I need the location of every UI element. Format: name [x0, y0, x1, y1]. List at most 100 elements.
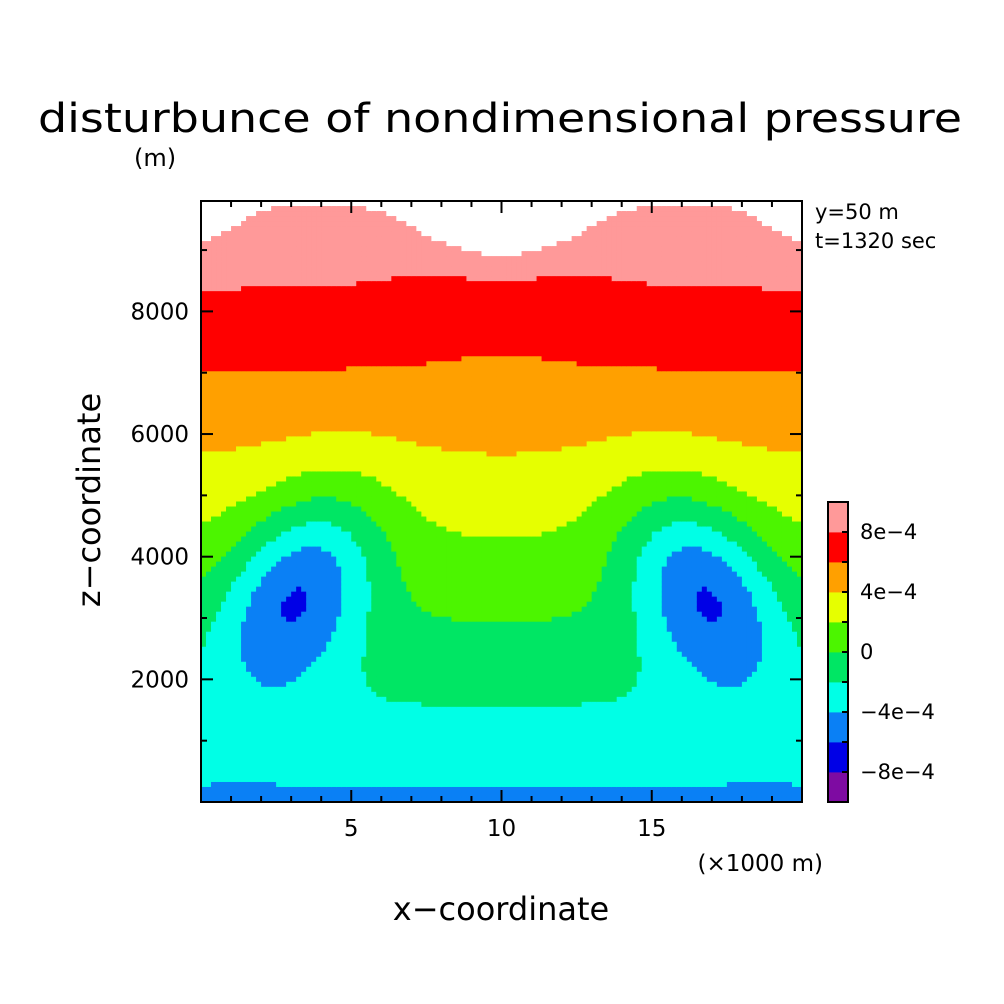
- contour-cell: [346, 641, 352, 648]
- contour-cell: [321, 376, 327, 382]
- contour-cell: [311, 701, 317, 708]
- contour-cell: [226, 786, 232, 793]
- contour-cell: [311, 406, 317, 412]
- contour-cell: [341, 331, 347, 337]
- contour-cell: [221, 331, 227, 337]
- contour-cell: [251, 241, 257, 247]
- contour-cell: [311, 386, 317, 392]
- contour-cell: [236, 271, 242, 277]
- contour-cell: [221, 526, 227, 533]
- contour-cell: [361, 766, 367, 773]
- contour-cell: [296, 416, 302, 422]
- contour-cell: [226, 586, 232, 593]
- contour-cell: [206, 646, 212, 653]
- contour-cell: [266, 251, 272, 257]
- contour-cell: [391, 656, 397, 663]
- contour-cell: [366, 766, 372, 773]
- contour-cell: [351, 451, 357, 458]
- contour-cell: [381, 216, 387, 222]
- contour-cell: [286, 591, 292, 598]
- contour-cell: [396, 206, 402, 212]
- contour-cell: [266, 521, 272, 528]
- contour-cell: [391, 631, 397, 638]
- contour-cell: [231, 691, 237, 698]
- contour-cell: [326, 781, 332, 788]
- contour-cell: [271, 236, 277, 242]
- contour-cell: [216, 266, 222, 272]
- contour-cell: [211, 486, 217, 493]
- contour-cell: [261, 776, 267, 783]
- contour-cell: [341, 326, 347, 332]
- contour-cell: [336, 306, 342, 312]
- contour-cell: [336, 441, 342, 448]
- contour-cell: [341, 746, 347, 753]
- contour-cell: [241, 266, 247, 272]
- contour-cell: [256, 286, 262, 292]
- contour-cell: [276, 716, 282, 723]
- contour-cell: [371, 221, 377, 227]
- contour-cell: [231, 461, 237, 468]
- contour-cell: [231, 716, 237, 723]
- contour-cell: [356, 776, 362, 783]
- contour-cell: [371, 521, 377, 528]
- contour-cell: [386, 296, 392, 302]
- contour-cell: [286, 606, 292, 613]
- contour-cell: [366, 576, 372, 583]
- contour-cell: [276, 511, 282, 518]
- contour-cell: [331, 731, 337, 738]
- contour-cell: [246, 291, 252, 297]
- contour-cell: [346, 506, 352, 513]
- contour-cell: [221, 346, 227, 352]
- contour-cell: [386, 401, 392, 407]
- contour-cell: [366, 676, 372, 683]
- contour-cell: [201, 716, 207, 723]
- contour-cell: [216, 676, 222, 683]
- contour-cell: [371, 311, 377, 317]
- contour-cell: [376, 451, 382, 458]
- contour-cell: [291, 301, 297, 307]
- contour-cell: [246, 491, 252, 498]
- contour-cell: [211, 766, 217, 773]
- contour-cell: [361, 796, 367, 803]
- contour-cell: [201, 701, 207, 708]
- contour-cell: [216, 386, 222, 392]
- contour-cell: [391, 336, 397, 342]
- contour-cell: [261, 551, 267, 558]
- contour-cell: [276, 756, 282, 763]
- contour-cell: [241, 671, 247, 678]
- contour-cell: [281, 246, 287, 252]
- contour-cell: [346, 321, 352, 327]
- contour-cell: [386, 786, 392, 793]
- contour-cell: [331, 346, 337, 352]
- contour-cell: [281, 251, 287, 257]
- contour-cell: [356, 651, 362, 658]
- contour-cell: [296, 491, 302, 498]
- contour-cell: [226, 576, 232, 583]
- contour-cell: [201, 646, 207, 653]
- contour-cell: [281, 796, 287, 803]
- contour-cell: [401, 791, 407, 798]
- contour-cell: [236, 546, 242, 553]
- contour-cell: [361, 521, 367, 528]
- contour-cell: [381, 636, 387, 643]
- contour-cell: [321, 626, 327, 633]
- contour-cell: [231, 536, 237, 543]
- contour-cell: [376, 371, 382, 377]
- contour-cell: [236, 791, 242, 798]
- contour-cell: [346, 396, 352, 402]
- contour-cell: [206, 716, 212, 723]
- contour-cell: [396, 416, 402, 422]
- contour-cell: [291, 581, 297, 588]
- contour-cell: [326, 596, 332, 603]
- contour-cell: [376, 616, 382, 623]
- contour-cell: [211, 411, 217, 417]
- contour-cell: [301, 556, 307, 563]
- contour-cell: [251, 351, 257, 357]
- contour-cell: [301, 766, 307, 773]
- contour-cell: [351, 446, 357, 453]
- contour-cell: [361, 676, 367, 683]
- contour-cell: [246, 296, 252, 302]
- contour-cell: [281, 256, 287, 262]
- contour-cell: [341, 256, 347, 262]
